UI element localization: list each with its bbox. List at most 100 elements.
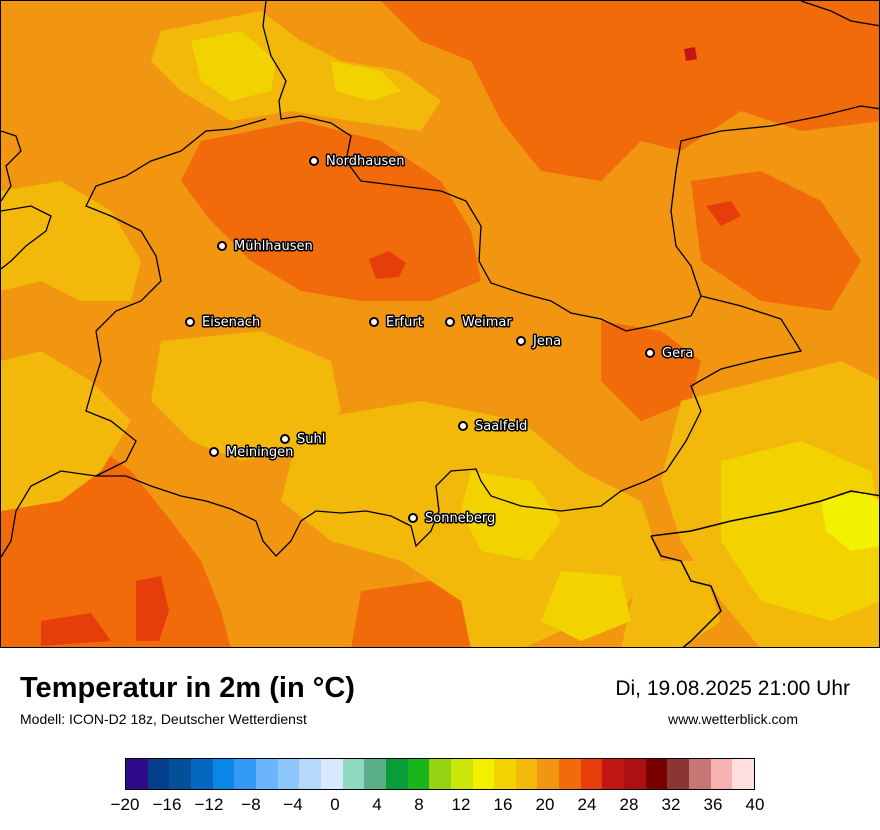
county-border-nw: [1, 205, 52, 270]
map-field-cool-5: [541, 571, 631, 641]
colorbar-tick-label: 8: [414, 795, 424, 814]
colorbar-cell: [645, 759, 668, 789]
colorbar-tick-label: −12: [194, 795, 224, 814]
map-field-mild-4: [151, 331, 341, 461]
colorbar-cell: [515, 759, 538, 789]
map-field-hot-1: [369, 251, 406, 279]
colorbar-cell: [126, 759, 148, 789]
colorbar-cell: [429, 759, 451, 789]
colorbar-tick-label: 4: [372, 795, 382, 814]
city-jena: Jena: [516, 333, 563, 351]
state-border-west: [85, 118, 267, 477]
colorbar-tick-label: −16: [152, 795, 182, 814]
map-field-cool-4: [461, 471, 561, 561]
colorbar-tick-label: −4: [283, 795, 303, 814]
city-meiningen: Meiningen: [209, 444, 295, 462]
city-label: Nordhausen: [326, 154, 405, 169]
city-marker: [309, 156, 319, 166]
colorbar-cell: [689, 759, 711, 789]
colorbar-cell: [212, 759, 235, 789]
city-label: Mühlhausen: [234, 239, 313, 254]
colorbar-cell: [364, 759, 386, 789]
colorbar-cell: [732, 759, 755, 789]
city-label: Suhl: [297, 432, 325, 447]
city-label: Saalfeld: [475, 419, 527, 434]
colorbar-tick-label: 28: [619, 795, 639, 814]
map-field-hot-3: [41, 613, 111, 646]
colorbar-cell: [537, 759, 560, 789]
colorbar-tick-label: 36: [703, 795, 723, 814]
colorbar-cell: [385, 759, 408, 789]
colorbar-cell: [342, 759, 365, 789]
map-field-warm-6: [601, 321, 701, 421]
city-marker: [645, 348, 655, 358]
colorbar-tick-label: 32: [661, 795, 681, 814]
colorbar-cell: [147, 759, 170, 789]
forecast-datetime: Di, 19.08.2025 21:00 Uhr: [615, 677, 850, 700]
model-credit: Modell: ICON-D2 18z, Deutscher Wetterdie…: [20, 711, 307, 727]
website-link[interactable]: www.wetterblick.com: [668, 711, 798, 727]
map-field-mild-3: [1, 351, 131, 511]
colorbar-tick-label: −8: [241, 795, 261, 814]
colorbar-tick-label: 20: [535, 795, 555, 814]
city-label: Gera: [662, 346, 693, 361]
colorbar-cell: [450, 759, 473, 789]
city-saalfeld: Saalfeld: [458, 418, 529, 436]
city-nordhausen: Nordhausen: [309, 153, 406, 171]
city-marker: [516, 336, 526, 346]
country-border-se: [650, 535, 722, 647]
city-eisenach: Eisenach: [185, 314, 262, 332]
state-border-east: [1, 295, 803, 558]
colorbar-cell: [580, 759, 603, 789]
colorbar-tick-label: 40: [745, 795, 765, 814]
colorbar-cell: [169, 759, 191, 789]
city-erfurt: Erfurt: [369, 314, 424, 332]
colorbar-cell: [624, 759, 646, 789]
colorbar-cell: [494, 759, 516, 789]
colorbar-tick-label: 24: [577, 795, 597, 814]
map-field-cool-3: [721, 441, 879, 621]
country-border-east: [650, 490, 879, 537]
state-border-ne: [800, 1, 879, 27]
colorbar-cell: [190, 759, 213, 789]
city-muehlhausen: Mühlhausen: [217, 238, 314, 256]
colorbar-tick-label: 16: [493, 795, 513, 814]
city-weimar: Weimar: [445, 314, 514, 332]
city-marker: [185, 317, 195, 327]
state-border: [262, 1, 879, 332]
colorbar-cell: [277, 759, 300, 789]
city-sonneberg: Sonneberg: [408, 510, 497, 528]
colorbar-cell: [407, 759, 430, 789]
colorbar: [125, 758, 755, 790]
city-marker: [280, 434, 290, 444]
city-label: Weimar: [462, 315, 512, 330]
city-suhl: Suhl: [280, 431, 327, 449]
colorbar-ticks: −20 −16 −12 −8 −4 0 4 8 12 16 20 24 28 32 36 40: [111, 795, 765, 817]
city-gera: Gera: [645, 345, 695, 363]
city-label: Erfurt: [386, 315, 423, 330]
colorbar-cell: [667, 759, 690, 789]
map-field-hot-5: [684, 47, 697, 61]
colorbar-tick-label: 0: [330, 795, 340, 814]
colorbar-cell: [602, 759, 625, 789]
colorbar-cell: [710, 759, 733, 789]
map-field-mild-2: [1, 181, 141, 301]
city-marker: [209, 447, 219, 457]
map-field-warm-2: [181, 121, 481, 301]
colorbar-cell: [320, 759, 343, 789]
map-field-warm-1: [381, 1, 879, 181]
county-border-sw: [1, 130, 22, 202]
colorbar-cell: [472, 759, 495, 789]
colorbar-cell: [559, 759, 581, 789]
map-field-hot-2: [136, 576, 169, 641]
city-marker: [217, 241, 227, 251]
map-title: Temperatur in 2m (in °C): [20, 672, 355, 704]
city-label: Sonneberg: [425, 511, 495, 526]
city-label: Jena: [532, 334, 561, 349]
map-field-cool-2: [331, 61, 401, 101]
colorbar-tick-label: 12: [451, 795, 471, 814]
city-marker: [458, 421, 468, 431]
colorbar-cell: [255, 759, 278, 789]
colorbar-cell: [234, 759, 256, 789]
map-field-hot-4: [706, 201, 741, 226]
